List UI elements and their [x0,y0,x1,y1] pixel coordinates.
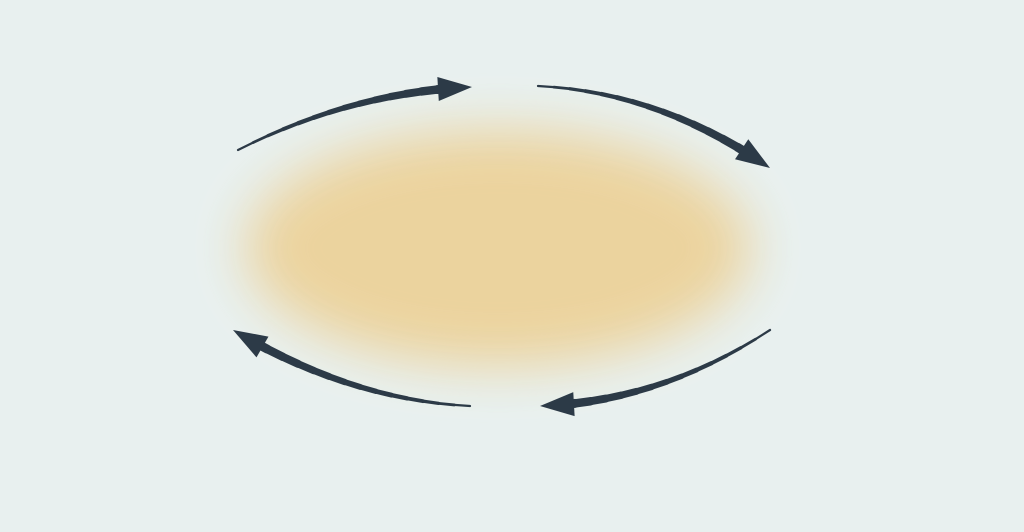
diagram-canvas [0,0,1024,532]
cycle-diagram-svg [0,0,1024,532]
center-ellipse [246,130,750,366]
